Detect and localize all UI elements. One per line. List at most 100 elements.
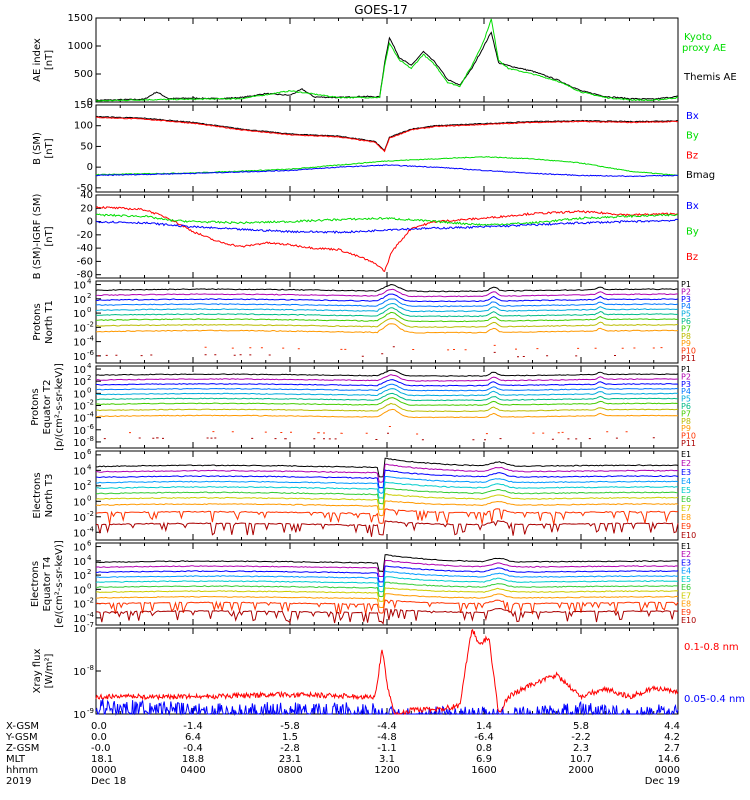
panel-frame (95, 280, 679, 364)
channel-label-p7: P7 (681, 324, 691, 333)
channel-line-e6 (95, 487, 679, 505)
channel-label-e1: E1 (681, 542, 691, 551)
footer-row-label: 2019 (6, 776, 31, 787)
channel-label-e7: E7 (681, 504, 691, 513)
y-tick-label: 40 (80, 190, 93, 201)
y-axis-label: Equator T4 (42, 557, 53, 612)
channel-line-p2 (95, 374, 679, 382)
channel-label-e9: E9 (681, 522, 691, 531)
footer-value: -0.4 (183, 743, 203, 754)
y-tick-label: 10 (73, 389, 86, 400)
channel-label-e4: E4 (681, 477, 691, 486)
channel-label-e9: E9 (681, 608, 691, 617)
legend-bx: Bx (686, 201, 699, 212)
footer-value: -0.0 (91, 743, 111, 754)
channel-line-p5 (95, 388, 679, 397)
y-tick-exponent: -9 (87, 707, 94, 715)
y-tick-exponent: -8 (87, 435, 94, 443)
channel-line-p6 (95, 392, 679, 402)
channel-label-p9: P9 (681, 339, 691, 348)
y-axis-label: North T1 (44, 300, 55, 344)
y-tick-label: 100 (74, 121, 93, 132)
channel-label-p5: P5 (681, 310, 691, 319)
y-tick-label: 10 (73, 710, 86, 721)
y-tick-label: 500 (74, 69, 93, 80)
y-tick-label: 10 (73, 451, 86, 462)
panel-protons_t2: Protons Equator T2 [p/(cm²-s-sr-keV)] 10 410… (30, 362, 696, 451)
channel-label-p6: P6 (681, 317, 691, 326)
legend-kyoto: Kyoto (684, 32, 712, 43)
y-axis-label: Protons (32, 303, 43, 340)
y-tick-exponent: 0 (87, 494, 91, 502)
y-tick-exponent: -2 (87, 510, 94, 518)
y-tick-exponent: 0 (87, 582, 91, 590)
footer-value: 0000 (655, 765, 680, 776)
channel-line-e6 (95, 581, 679, 598)
footer-value: 1200 (374, 765, 399, 776)
y-tick-label: 10 (73, 571, 86, 582)
footer-value: 5.8 (573, 721, 589, 732)
legend-by: By (686, 131, 699, 142)
footer-row-label: Y-GSM (5, 732, 38, 743)
y-axis-label: [nT] (44, 50, 55, 70)
y-tick-label: 10 (73, 309, 86, 320)
y-tick-label: 50 (80, 141, 93, 152)
footer-value: -1.1 (377, 743, 397, 754)
series-line-by (95, 156, 679, 176)
channel-line-p1 (95, 283, 679, 293)
panel-frame (95, 627, 679, 715)
footer-value: 2000 (568, 765, 593, 776)
channel-label-p10: P10 (681, 432, 696, 441)
footer-row-label: hhmm (6, 765, 38, 776)
channel-label-e3: E3 (681, 468, 691, 477)
channel-label-e5: E5 (681, 575, 691, 584)
y-tick-exponent: -7 (87, 621, 94, 629)
legend-by: By (686, 227, 699, 238)
panel-frame (95, 17, 679, 103)
y-tick-label: 10 (73, 482, 86, 493)
y-tick-exponent: 4 (87, 463, 92, 471)
footer-value: 0.0 (91, 732, 107, 743)
y-tick-label: 10 (73, 281, 86, 292)
y-tick-exponent: 2 (87, 292, 91, 300)
channel-line-e4 (95, 570, 679, 588)
channel-label-e6: E6 (681, 583, 691, 592)
channel-line-e10 (95, 520, 679, 537)
y-tick-exponent: 2 (87, 568, 91, 576)
footer-value: 0400 (180, 765, 205, 776)
channel-line-p9 (95, 408, 679, 419)
channel-label-e10: E10 (681, 531, 696, 540)
channel-line-p10 (129, 426, 628, 435)
panel-frame (95, 104, 679, 193)
channel-line-p3 (95, 293, 679, 303)
channel-line-p10 (204, 344, 663, 351)
y-axis-label: [p/(cm²-s-sr-keV)] (54, 363, 65, 451)
footer-value: 0000 (91, 765, 116, 776)
y-axis-label: B (SM)-IGRF (SM) (32, 194, 43, 280)
y-axis-label: Equator T2 (42, 380, 53, 435)
footer-row-label: Z-GSM (6, 743, 39, 754)
y-tick-label: 10 (73, 352, 86, 363)
footer-value: -2.2 (571, 732, 591, 743)
channel-line-p7 (96, 311, 679, 323)
channel-line-p1 (95, 369, 679, 377)
channel-label-p8: P8 (681, 417, 691, 426)
channel-label-p10: P10 (681, 347, 696, 356)
footer-value: -1.4 (183, 721, 203, 732)
y-axis-label: [nT] (44, 138, 55, 158)
footer-value: 23.1 (279, 754, 301, 765)
channel-label-p5: P5 (681, 395, 691, 404)
footer-value: 0.0 (91, 721, 107, 732)
y-axis-label: North T3 (44, 474, 55, 518)
panel-bsm: B (SM) [nT] 150 100 50 0 -50 Bx By Bz Bmag (32, 100, 715, 194)
panel-xray: Xray flux [W/m²]10-710-810 -90.1-0.8 nm0.0… (32, 621, 745, 721)
y-tick-label: 0 (87, 217, 93, 228)
channel-label-p9: P9 (681, 424, 691, 433)
footer-value: 1.4 (476, 721, 492, 732)
footer-value: 18.8 (182, 754, 204, 765)
y-tick-exponent: 0 (87, 386, 91, 394)
legend-bx: Bx (686, 111, 699, 122)
footer-value: 2.3 (573, 743, 589, 754)
footer-value: -5.8 (280, 721, 300, 732)
y-tick-exponent: 4 (87, 554, 92, 562)
